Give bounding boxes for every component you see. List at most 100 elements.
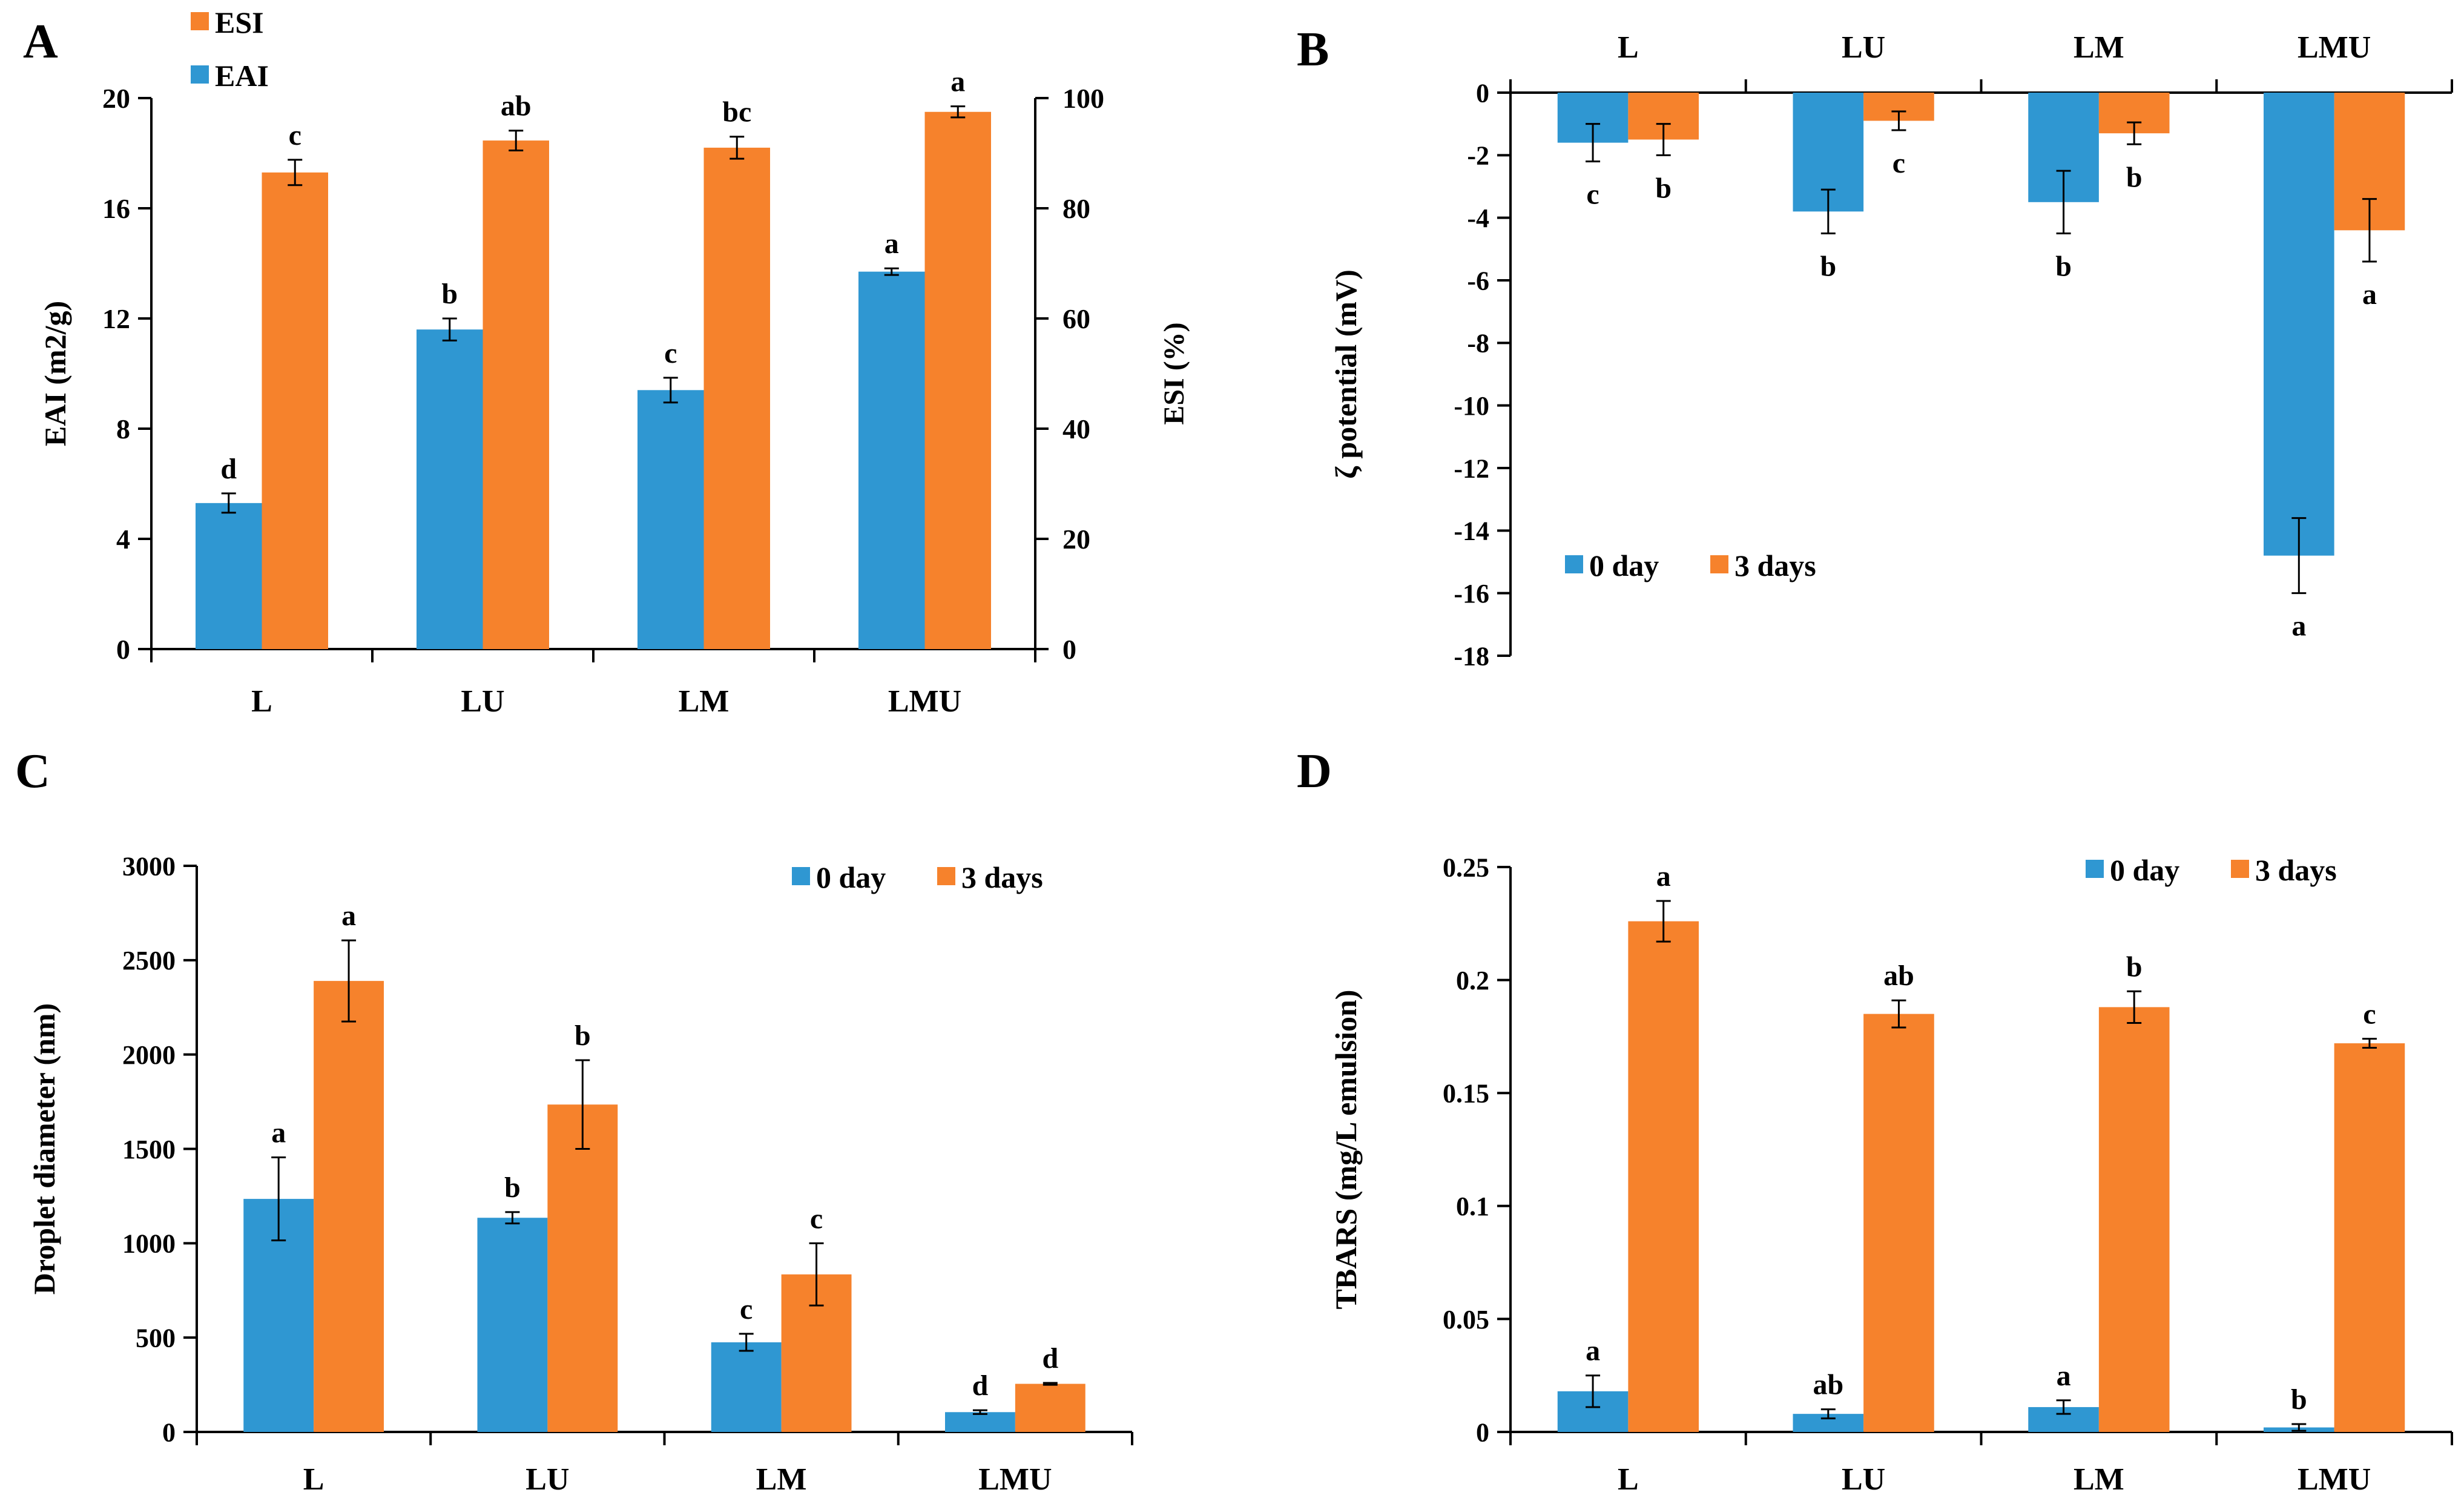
- y-right-tick-label: 60: [1062, 303, 1090, 334]
- y-tick-label: 0: [1476, 1417, 1489, 1447]
- significance-letter: b: [1820, 251, 1836, 283]
- y-axis-label: EAI (m2/g): [38, 301, 72, 446]
- significance-letter: a: [2291, 610, 2306, 642]
- y-tick-label: 20: [102, 83, 130, 114]
- category-label: LU: [1842, 1462, 1885, 1497]
- bar: [924, 111, 991, 649]
- legend-swatch: [191, 12, 209, 30]
- y-tick-label: -12: [1454, 454, 1489, 483]
- y-tick-label: 0.05: [1443, 1305, 1489, 1334]
- y-right-tick-label: 20: [1062, 524, 1090, 555]
- bar: [417, 329, 483, 649]
- category-label: LU: [525, 1462, 569, 1497]
- legend-swatch: [792, 867, 810, 885]
- y-tick-label: -10: [1454, 391, 1489, 421]
- significance-letter: b: [504, 1172, 521, 1204]
- significance-letter: a: [1656, 860, 1671, 892]
- significance-letter: b: [2126, 161, 2143, 193]
- category-label: L: [1618, 30, 1639, 65]
- category-label: LM: [2074, 1462, 2124, 1497]
- legend-label: EAI: [215, 59, 269, 93]
- bar: [262, 172, 328, 650]
- significance-letter: d: [220, 453, 237, 485]
- significance-letter: c: [740, 1293, 753, 1325]
- chart-panel-d: D 0 0.05 0.1 0.15 0.2 0.25 TBARS (mg/L emulsion…: [1297, 745, 2453, 1497]
- legend-swatch: [191, 65, 209, 84]
- category-label: LMU: [888, 684, 961, 719]
- y-tick-label: -8: [1467, 329, 1489, 358]
- significance-letter: ab: [1883, 960, 1914, 992]
- significance-letter: b: [2291, 1384, 2307, 1416]
- y-tick-label: 16: [102, 193, 130, 224]
- category-label: L: [303, 1462, 324, 1497]
- y-axis-label: Droplet diameter (nm): [27, 1003, 61, 1295]
- legend-label: 3 days: [961, 860, 1043, 894]
- significance-letter: d: [1042, 1342, 1058, 1374]
- bar: [711, 1342, 782, 1432]
- bar: [1015, 1384, 1085, 1432]
- y-tick-label: 3000: [122, 851, 176, 881]
- y-tick-label: 1000: [122, 1229, 176, 1259]
- significance-letter: a: [884, 228, 899, 260]
- bar: [703, 147, 770, 649]
- y-tick-label: 0.25: [1443, 853, 1489, 882]
- bar: [547, 1104, 618, 1432]
- y-axis-label: TBARS (mg/L emulsion): [1329, 990, 1363, 1310]
- y-right-tick-label: 40: [1062, 414, 1090, 444]
- y-tick-label: 2500: [122, 946, 176, 975]
- y-tick-label: -4: [1467, 203, 1489, 233]
- significance-letter: a: [341, 900, 356, 932]
- panel-letter: A: [23, 15, 58, 68]
- significance-letter: a: [271, 1117, 286, 1149]
- y-right-tick-label: 100: [1062, 83, 1104, 114]
- category-label: LMU: [2298, 30, 2371, 65]
- category-label: LM: [756, 1462, 807, 1497]
- y-right-tick-label: 80: [1062, 193, 1090, 224]
- y-tick-label: 500: [136, 1324, 176, 1353]
- category-label: L: [1618, 1462, 1639, 1497]
- legend-label: 3 days: [2255, 853, 2337, 887]
- legend-swatch: [1710, 555, 1728, 573]
- bar: [2098, 1007, 2170, 1432]
- significance-letter: bc: [722, 96, 751, 128]
- bar: [2334, 1043, 2405, 1432]
- y-tick-label: 8: [116, 414, 130, 444]
- y-tick-label: 0: [162, 1417, 176, 1447]
- category-label: LM: [2074, 30, 2124, 65]
- significance-letter: c: [1892, 147, 1905, 179]
- y-tick-label: 2000: [122, 1040, 176, 1070]
- y-tick-label: 0: [1476, 78, 1489, 108]
- y-tick-label: 0: [116, 634, 130, 665]
- category-label: L: [251, 684, 272, 719]
- significance-letter: b: [575, 1020, 591, 1052]
- panel-letter: B: [1297, 23, 1329, 76]
- y-tick-label: 1500: [122, 1135, 176, 1164]
- significance-letter: a: [950, 66, 965, 98]
- y-tick-label: 0.1: [1456, 1192, 1489, 1221]
- legend-swatch: [2231, 860, 2249, 878]
- category-label: LU: [1842, 30, 1885, 65]
- y-tick-label: 0.15: [1443, 1079, 1489, 1109]
- significance-letter: b: [2126, 951, 2143, 983]
- significance-letter: a: [2362, 279, 2377, 311]
- bar: [477, 1218, 548, 1432]
- legend-label: 0 day: [2110, 853, 2179, 887]
- chart-panel-a: A 0 4 8 12 16 20 0 20 40 60 80 100 ESI (%) EAI (m2/g) L…: [23, 5, 1190, 719]
- legend-swatch: [1565, 555, 1583, 573]
- chart-panel-b: B 0 -2 -4 -6 -8 -10 -12 -14 -16 -18 ζ potential (mV…: [1297, 23, 2453, 671]
- panel-letter: D: [1297, 745, 1332, 798]
- significance-letter: c: [2363, 998, 2376, 1031]
- category-label: LMU: [978, 1462, 1052, 1497]
- category-label: LM: [679, 684, 730, 719]
- significance-letter: a: [2057, 1360, 2071, 1392]
- bar: [637, 390, 704, 649]
- significance-letter: ab: [1813, 1369, 1843, 1401]
- legend-label: ESI: [215, 5, 264, 39]
- bar: [314, 981, 384, 1432]
- bar: [196, 503, 262, 649]
- y-axis-label: ζ potential (mV): [1329, 269, 1363, 479]
- y-tick-label: 0.2: [1456, 966, 1489, 995]
- significance-letter: d: [972, 1370, 989, 1402]
- legend-label: 0 day: [816, 860, 886, 894]
